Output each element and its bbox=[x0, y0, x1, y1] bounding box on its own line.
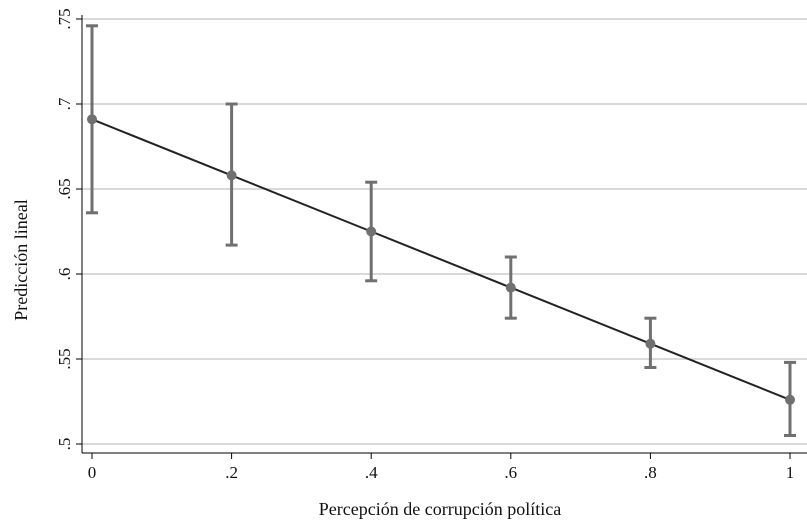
axes bbox=[81, 15, 807, 454]
x-tick-label-2: .4 bbox=[365, 463, 378, 482]
x-tick-label-5: 1 bbox=[786, 463, 795, 482]
x-tick-label-3: .6 bbox=[504, 463, 517, 482]
data-point-5 bbox=[785, 394, 795, 405]
data-series bbox=[86, 24, 796, 437]
x-axis-label: Percepción de corrupción política bbox=[319, 499, 561, 519]
grid-lines bbox=[82, 18, 807, 445]
y-tick-label-2: .6 bbox=[55, 268, 74, 281]
y-tick-label-1: .55 bbox=[55, 348, 74, 369]
x-tick-label-0: 0 bbox=[88, 463, 97, 482]
data-point-1 bbox=[226, 170, 237, 181]
data-point-0 bbox=[87, 114, 97, 125]
x-tick-label-1: .2 bbox=[225, 463, 238, 482]
y-tick-label-0: .5 bbox=[55, 438, 74, 451]
y-tick-label-4: .7 bbox=[55, 97, 74, 110]
series-line-0 bbox=[91, 118, 791, 401]
data-point-2 bbox=[366, 226, 377, 237]
y-axis-label: Predicción lineal bbox=[11, 199, 31, 320]
axis-ticks: .5 .55 .6 .65 .7 .75 0 .2 .4 .6 .8 1 bbox=[55, 8, 794, 482]
y-tick-label-3: .65 bbox=[55, 178, 74, 199]
data-point-3 bbox=[505, 282, 516, 293]
y-tick-label-5: .75 bbox=[55, 8, 74, 29]
data-point-4 bbox=[645, 338, 656, 349]
x-tick-label-4: .8 bbox=[644, 463, 657, 482]
